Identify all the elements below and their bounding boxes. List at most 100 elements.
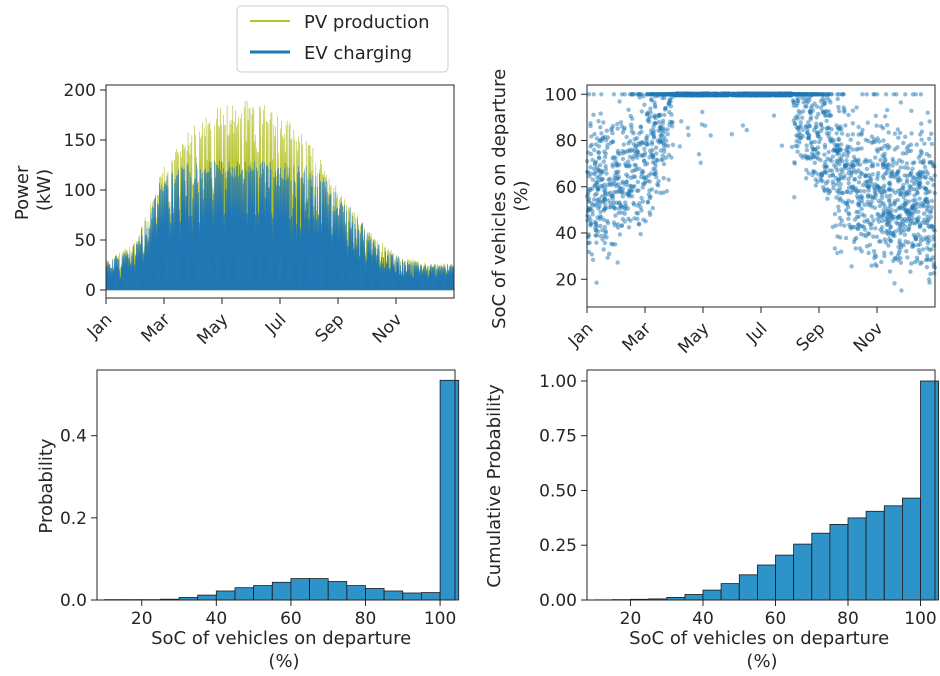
soc-scatter-point: [602, 240, 608, 246]
soc-scatter-point: [655, 158, 660, 163]
soc-cdf-xtick-label: 100: [904, 609, 936, 629]
soc-cdf-bar: [883, 505, 903, 601]
soc-scatter-point: [909, 131, 914, 136]
soc-scatter-point: [792, 121, 798, 126]
soc-scatter-point: [888, 225, 893, 230]
soc-scatter-point: [809, 151, 815, 156]
soc-scatter-point: [625, 159, 631, 164]
soc-scatter-point: [621, 127, 627, 132]
soc-scatter-point: [831, 182, 836, 187]
soc-scatter-point: [792, 160, 797, 165]
soc-scatter-point: [835, 234, 840, 239]
soc-scatter-point: [843, 235, 849, 241]
soc-scatter-point: [898, 165, 903, 170]
soc-scatter-point: [874, 123, 879, 128]
soc-scatter-point: [620, 189, 625, 195]
soc-scatter-point: [836, 191, 842, 196]
soc-scatter-point: [610, 164, 616, 169]
soc-scatter-point: [588, 171, 594, 176]
soc-scatter-point: [805, 127, 810, 133]
soc-scatter-point: [617, 201, 622, 206]
soc-scatter-point: [922, 141, 927, 146]
soc-scatter-point: [649, 97, 654, 102]
soc-scatter-point: [801, 100, 806, 105]
soc-scatter-point: [825, 196, 830, 201]
soc-cdf-bar: [920, 380, 940, 601]
soc-scatter-point: [910, 216, 915, 221]
soc-scatter-point: [648, 148, 653, 153]
soc-scatter-point: [632, 137, 637, 142]
soc-scatter-point: [868, 226, 874, 231]
soc-scatter-point: [838, 182, 843, 187]
soc-scatter-point: [818, 105, 824, 111]
soc-scatter-point: [882, 253, 887, 259]
soc-scatter-point: [599, 92, 604, 97]
soc-scatter-point: [926, 217, 931, 222]
soc-scatter-point: [640, 199, 646, 204]
soc-scatter-point: [886, 130, 891, 135]
soc-scatter-point: [638, 231, 643, 237]
soc-scatter-point: [708, 133, 713, 138]
soc-scatter-point: [873, 226, 878, 231]
soc-scatter-point: [615, 126, 620, 131]
soc-scatter-point: [662, 107, 668, 112]
soc-cdf-plot: [593, 380, 940, 601]
soc-scatter-point: [639, 129, 644, 134]
soc-scatter-point: [892, 202, 897, 207]
soc-histogram-bar: [346, 585, 366, 601]
soc-scatter-point: [625, 192, 631, 197]
soc-scatter-point: [819, 171, 825, 176]
soc-scatter-point: [805, 120, 811, 125]
soc-scatter-point: [823, 159, 828, 165]
soc-scatter-point: [744, 127, 749, 133]
soc-scatter-point: [891, 159, 896, 164]
soc-scatter-point: [918, 234, 923, 240]
soc-scatter-point: [849, 226, 854, 231]
soc-scatter-point: [903, 151, 909, 156]
soc-scatter-point: [898, 256, 903, 261]
soc-scatter-point: [597, 174, 602, 179]
soc-scatter-point: [664, 155, 669, 160]
soc-scatter-point: [930, 177, 935, 183]
soc-scatter-point: [698, 160, 703, 165]
soc-scatter-point: [824, 126, 830, 131]
soc-cdf-ylabel: Cumulative Probability: [484, 384, 505, 588]
soc-scatter-point: [669, 124, 675, 129]
power-panel: 0 50 100 150 200 Jan Mar May Jul Sep Nov Power (kW…: [12, 81, 455, 349]
soc-scatter-point: [654, 189, 659, 194]
soc-scatter-point: [926, 203, 931, 208]
soc-scatter-point: [892, 281, 897, 286]
soc-scatter-point: [882, 171, 888, 177]
soc-scatter-point: [699, 122, 705, 127]
soc-scatter-point: [637, 201, 642, 206]
soc-scatter-point: [854, 147, 859, 152]
soc-scatter-point: [745, 92, 751, 98]
soc-scatter-point: [896, 175, 901, 180]
soc-scatter-point: [636, 221, 642, 226]
soc-scatter-point: [925, 110, 930, 115]
soc-scatter-point: [822, 163, 827, 168]
soc-histogram-bar: [383, 590, 404, 601]
soc-scatter-point: [895, 197, 901, 203]
soc-scatter-point: [619, 92, 625, 97]
soc-cdf-ytick-label: 0.75: [539, 427, 577, 447]
soc-scatter-point: [705, 91, 710, 97]
soc-scatter-point: [667, 119, 673, 125]
soc-scatter-point: [902, 165, 907, 170]
soc-scatter-point: [916, 155, 921, 160]
soc-scatter-point: [816, 134, 821, 139]
soc-scatter-point: [892, 233, 897, 239]
soc-scatter-point: [615, 148, 621, 154]
soc-scatter-point: [810, 92, 815, 97]
soc-scatter-point: [874, 147, 880, 152]
soc-scatter-point: [592, 162, 598, 167]
soc-scatter-point: [871, 234, 876, 239]
soc-scatter-point: [883, 189, 888, 194]
power-xtick-label: Jul: [261, 310, 290, 339]
soc-scatter-point: [865, 219, 871, 225]
soc-scatter-point: [857, 246, 863, 251]
soc-scatter-point: [928, 271, 933, 277]
soc-scatter-point: [598, 223, 603, 229]
soc-scatter-point: [840, 190, 845, 196]
soc-scatter-point: [918, 148, 924, 154]
